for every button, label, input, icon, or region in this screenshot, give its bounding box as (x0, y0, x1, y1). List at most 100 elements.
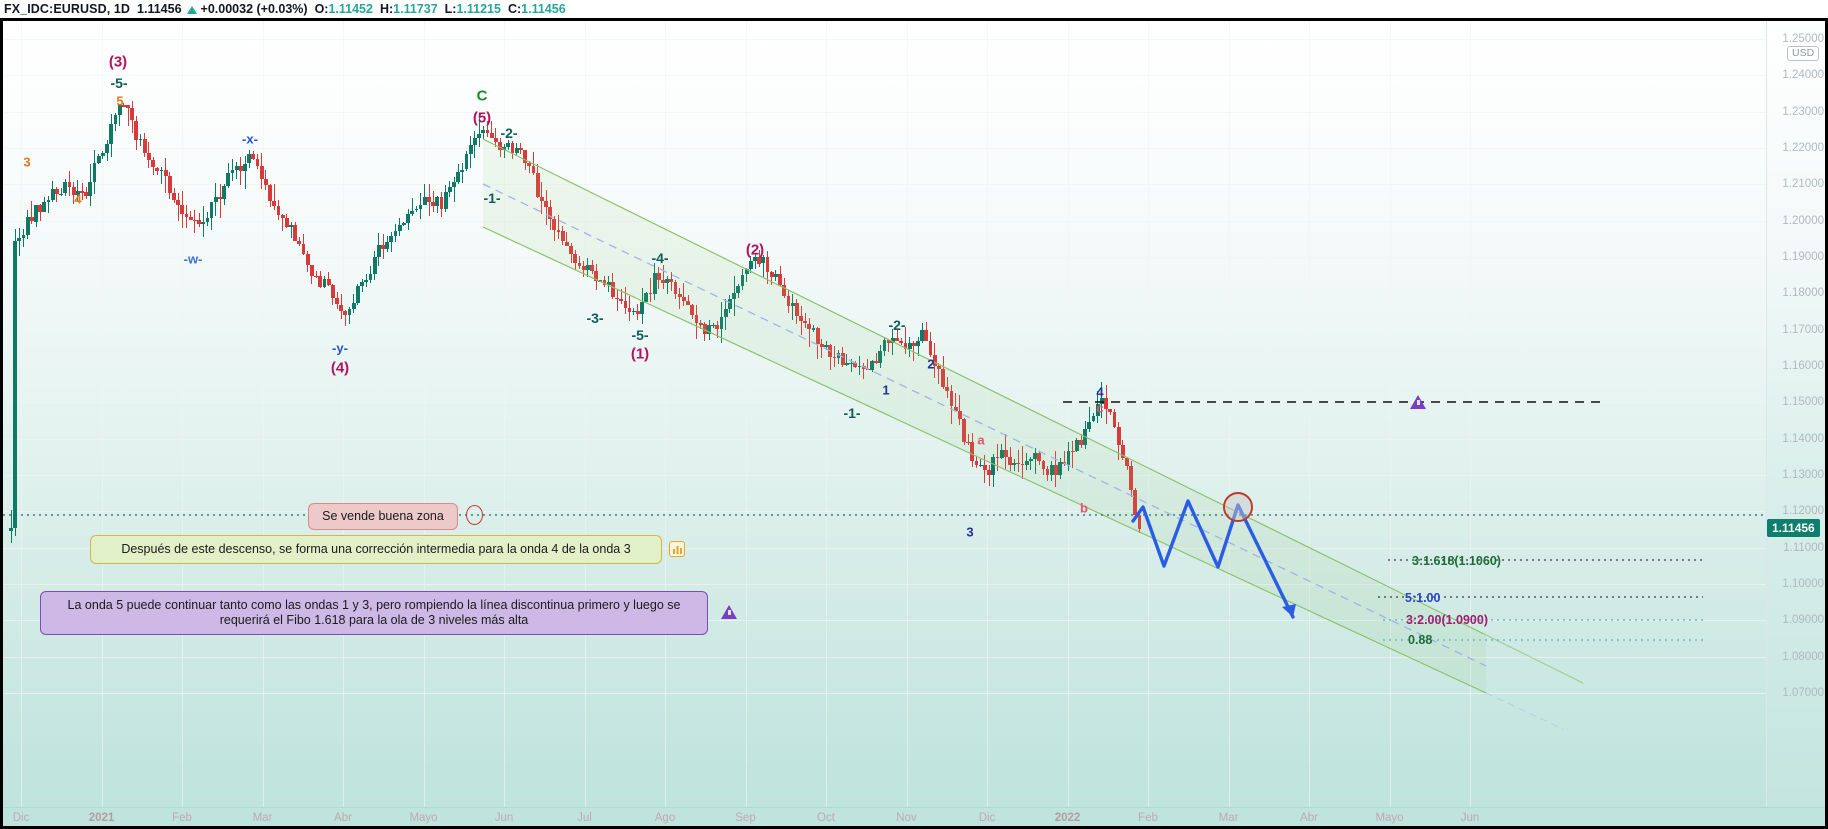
note-correction-text: Después de este descenso, se forma una c… (121, 542, 631, 556)
horizontal-gridline (3, 293, 1766, 295)
price-tick-label: 1.18000 (1782, 287, 1824, 300)
wave-label: b (1080, 500, 1088, 516)
candle-body (376, 245, 381, 258)
candle-body (264, 178, 268, 185)
candle-wick (10, 509, 12, 544)
candle-body (489, 133, 494, 138)
candle-wick (624, 287, 626, 314)
candle-wick (461, 163, 463, 183)
candle-body (694, 314, 699, 324)
horizontal-gridline (3, 366, 1766, 367)
candle-body (1133, 490, 1138, 515)
note-correction[interactable]: Después de este descenso, se forma una c… (90, 535, 662, 564)
candle-wick (1013, 459, 1015, 471)
wave-label: (3) (108, 53, 128, 71)
drawings-overlay (3, 138, 1766, 730)
last-price-label: 1.11456 (137, 2, 182, 16)
chart-pane[interactable]: 3 4 5 -5- (3) -w- -x- -y- (4) C (5) -2- -1- -3- -5- (1)… (3, 21, 1766, 807)
open-value: 1.11452 (328, 2, 373, 16)
price-tick-label: 1.17000 (1782, 323, 1824, 336)
candle-body (25, 216, 30, 235)
candle-wick (290, 222, 292, 239)
horizontal-gridline (3, 111, 1766, 113)
vertical-gridline (1148, 21, 1149, 807)
candle-body (163, 169, 168, 176)
wave-label: -y- (332, 340, 348, 356)
vertical-gridline (745, 21, 747, 807)
wave-label: a (977, 432, 985, 448)
circle-marker-icon[interactable] (466, 505, 483, 525)
candle-body (723, 309, 728, 317)
candle-body (42, 202, 47, 212)
candle-wick (219, 183, 221, 218)
vertical-gridline (1389, 21, 1391, 807)
candle-wick (77, 179, 79, 203)
vertical-gridline (1228, 21, 1230, 807)
horizontal-gridline (3, 329, 1766, 331)
price-tick-label: 1.20000 (1782, 214, 1824, 227)
time-tick-label: Mar (252, 812, 273, 824)
candle-wick (1017, 449, 1019, 472)
candle-body (464, 154, 469, 170)
candle-body (71, 186, 76, 195)
candle-body (310, 265, 314, 276)
last-price-tag: 1.11456 (1767, 519, 1820, 537)
candle-wick (119, 104, 121, 126)
vertical-gridline (1067, 21, 1069, 807)
candle-body (75, 191, 80, 195)
time-axis[interactable]: Dic 2021 Feb Mar Abr Mayo Jun Jul Ago Sep Oct Nov Di… (3, 807, 1825, 826)
price-projection-path (1131, 499, 1295, 619)
candle-body (573, 253, 578, 263)
candle-wick (282, 213, 284, 231)
symbol-label[interactable]: FX_IDC:EURUSD, 1D (4, 2, 131, 16)
time-tick-label: 2022 (1054, 812, 1081, 824)
candle-body (815, 328, 820, 344)
low-value: 1.11215 (456, 2, 501, 16)
candle-wick (315, 270, 317, 278)
candle-body (339, 304, 344, 312)
candle-body (1129, 466, 1134, 491)
candle-body (1137, 514, 1142, 530)
candle-body (251, 154, 256, 159)
price-axis[interactable]: 1.25000 1.24000 1.23000 1.22000 1.21000 1.200… (1766, 21, 1825, 807)
candle-body (226, 172, 231, 187)
wave-label: -x- (242, 131, 258, 147)
time-tick-label: Oct (817, 812, 835, 824)
currency-badge[interactable]: USD (1787, 46, 1820, 61)
bar-chart-icon[interactable] (669, 541, 685, 557)
candle-body (732, 293, 736, 299)
candle-wick (474, 131, 476, 159)
candle-body (59, 193, 64, 195)
note-wave5[interactable]: La onda 5 puede continuar tanto como las… (40, 591, 708, 635)
time-tick-label: Ago (654, 812, 676, 824)
candle-body (364, 280, 369, 282)
candle-body (272, 201, 277, 206)
candle-body (728, 298, 732, 309)
vertical-gridline (182, 21, 183, 807)
time-tick-label: Jul (577, 812, 592, 824)
time-tick-label: Feb (172, 812, 192, 824)
warning-triangle-icon-alert[interactable] (1410, 395, 1426, 409)
projection-arrow-head (1282, 604, 1296, 617)
wave-label: -1- (843, 405, 861, 421)
time-tick-label: Sep (735, 812, 756, 824)
note-sell-zone[interactable]: Se vende buena zona (308, 503, 458, 530)
candle-wick (850, 358, 852, 372)
candle-body (176, 200, 181, 205)
candle-wick (453, 177, 455, 202)
warning-triangle-icon-note[interactable] (721, 605, 737, 619)
chart-frame: 3 4 5 -5- (3) -w- -x- -y- (4) C (5) -2- -1- -3- -5- (1)… (0, 18, 1828, 829)
candle-body (121, 105, 126, 107)
time-tick-label: Jun (494, 812, 514, 824)
price-tick-label: 1.16000 (1782, 360, 1824, 372)
candle-body (548, 207, 553, 220)
vertical-gridline (665, 21, 666, 807)
candle-body (243, 163, 247, 172)
wave-label: (4) (330, 359, 350, 377)
candle-wick (432, 190, 434, 212)
candle-body (213, 197, 218, 203)
candle-body (828, 344, 833, 357)
close-key: C: (507, 2, 522, 16)
time-tick-label: Jun (1460, 812, 1480, 824)
price-tick-label: 1.07000 (1782, 687, 1824, 699)
